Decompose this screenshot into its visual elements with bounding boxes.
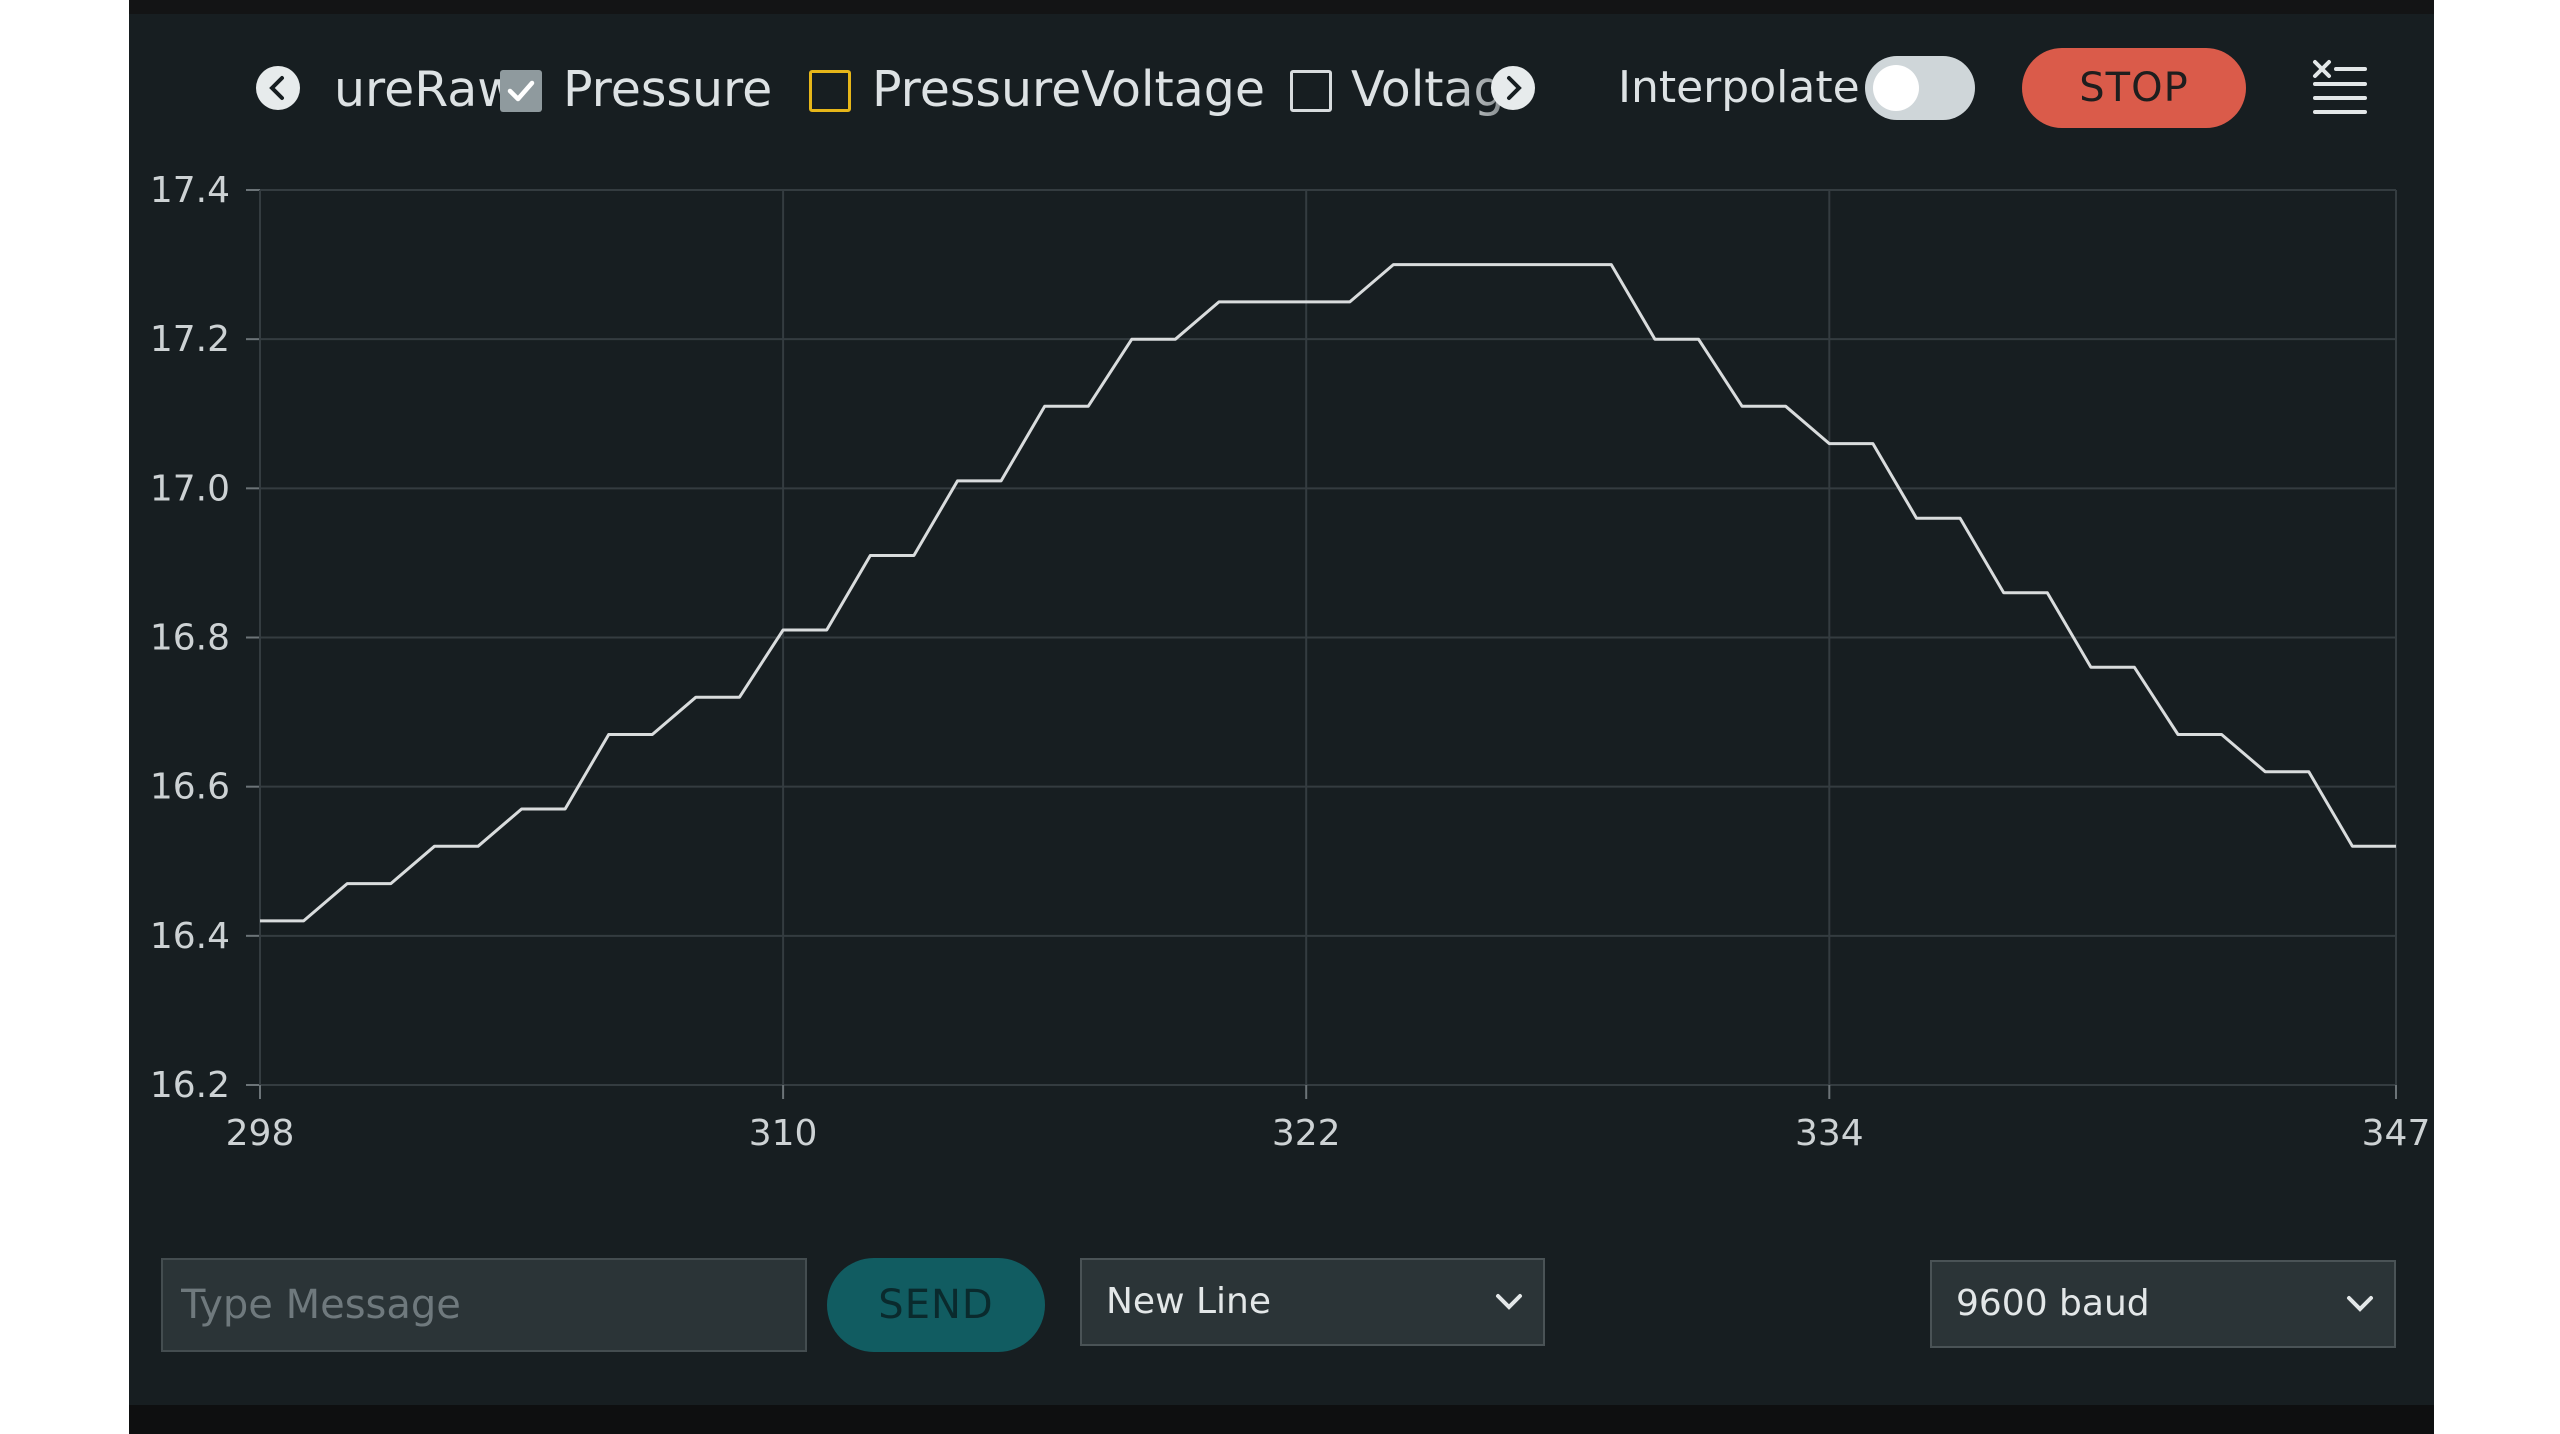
window-bottom-border: [129, 1405, 2434, 1434]
x-tick-label: 334: [1795, 1113, 1864, 1154]
voltage-checkbox[interactable]: [1290, 70, 1332, 112]
y-tick-label: 16.6: [150, 767, 230, 808]
legend-label-ureraw[interactable]: ureRaw: [334, 61, 518, 118]
message-input[interactable]: [161, 1258, 807, 1352]
send-button[interactable]: SEND: [827, 1258, 1045, 1352]
series-line-pressure: [260, 263, 2396, 923]
y-tick-label: 16.8: [150, 618, 230, 659]
x-tick-label: 310: [749, 1113, 818, 1154]
pressurevoltage-checkbox[interactable]: [809, 70, 851, 112]
x-tick-label: 347: [2362, 1113, 2431, 1154]
interpolate-label: Interpolate: [1618, 62, 1860, 113]
chevron-right-icon[interactable]: [1491, 66, 1535, 110]
legend-label-pressure[interactable]: Pressure: [563, 61, 773, 118]
pressure-checkbox[interactable]: [500, 70, 542, 112]
x-tick-label: 298: [226, 1113, 295, 1154]
window-top-border: [129, 0, 2434, 14]
legend-label-pressurevoltage[interactable]: PressureVoltage: [872, 61, 1266, 118]
y-tick-label: 17.0: [150, 468, 230, 509]
chevron-down-icon: [2347, 1296, 2373, 1312]
line-ending-value: New Line: [1106, 1281, 1271, 1322]
stop-button[interactable]: STOP: [2022, 48, 2246, 128]
serial-plotter-panel: ureRaw Pressure PressureVoltage Voltag I…: [129, 0, 2434, 1434]
plot-area: 17.4 17.2 17.0 16.8 16.6 16.4 16.2 298 310 322 334…: [150, 170, 2431, 1154]
baud-rate-select[interactable]: 9600 baud: [1930, 1260, 2396, 1348]
y-tick-label: 16.4: [150, 916, 230, 957]
x-tick-label: 322: [1272, 1113, 1341, 1154]
line-ending-select[interactable]: New Line: [1080, 1258, 1545, 1346]
chevron-down-icon: [1496, 1294, 1522, 1310]
toggle-knob: [1873, 65, 1919, 111]
y-tick-label: 17.4: [150, 170, 230, 211]
y-tick-label: 17.2: [150, 319, 230, 360]
chevron-left-icon[interactable]: [256, 66, 300, 110]
clear-list-icon[interactable]: [2309, 58, 2369, 118]
y-tick-label: 16.2: [150, 1065, 230, 1106]
interpolate-toggle[interactable]: [1865, 56, 1975, 120]
baud-rate-value: 9600 baud: [1956, 1283, 2150, 1324]
